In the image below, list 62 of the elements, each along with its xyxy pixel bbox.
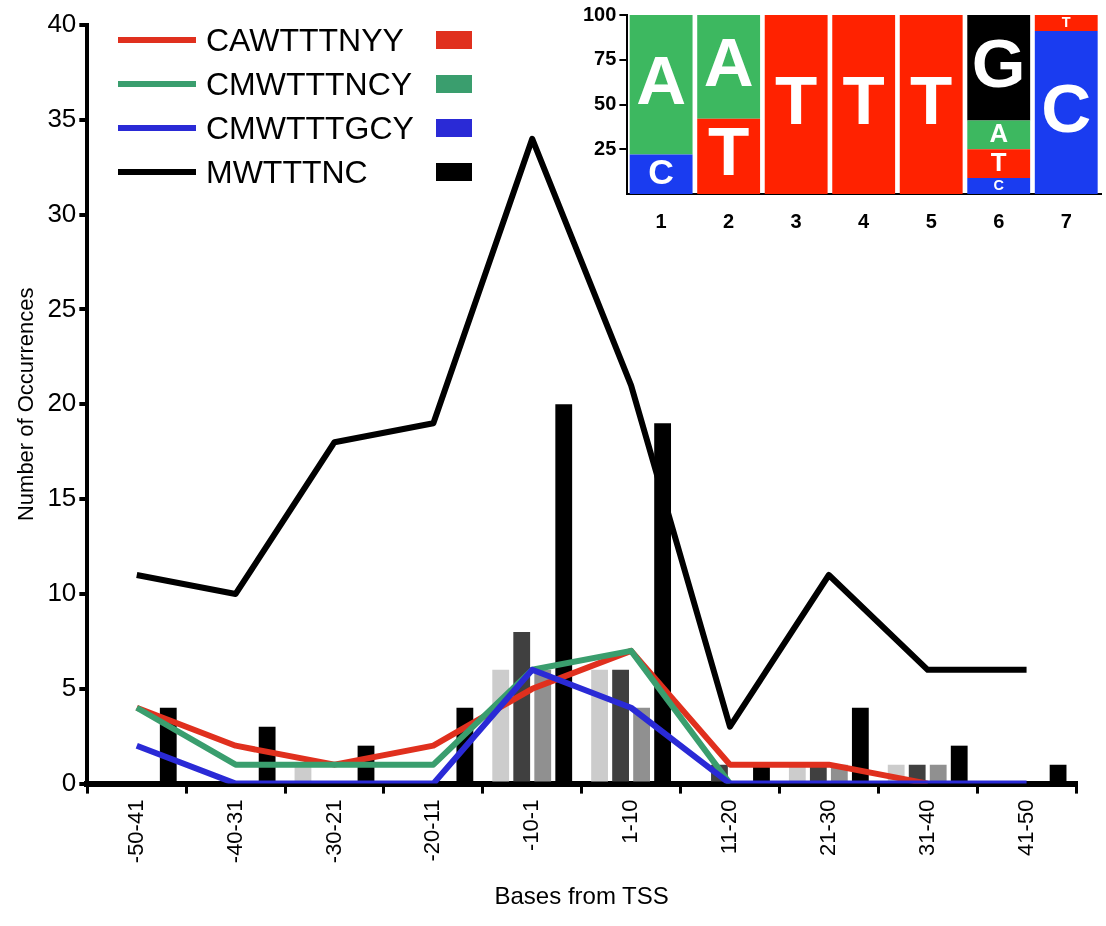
y-tick-label: 50 — [594, 92, 617, 115]
text: A — [636, 40, 687, 119]
series-label: C — [993, 176, 1005, 193]
y-tick-label: 40 — [47, 8, 77, 39]
text: T — [775, 60, 818, 139]
bar — [633, 707, 650, 782]
x-tick-label: 7 — [1060, 209, 1072, 232]
x-tick-label: 21-30 — [814, 799, 840, 856]
y-tick-label: 0 — [61, 766, 77, 797]
x-tick-label: 3 — [790, 209, 802, 232]
text: T — [990, 147, 1007, 176]
legend-label: CAWTTTNYY — [206, 21, 405, 59]
text: C — [648, 152, 674, 193]
series-label: T — [1061, 14, 1071, 31]
legend-label: CMWTTTNCY — [206, 65, 414, 103]
x-tick-label: -10-1 — [518, 799, 544, 851]
x-tick-label: 2 — [723, 209, 735, 232]
text: C — [1041, 68, 1092, 147]
legend-label: CMWTTTGCY — [206, 109, 415, 147]
y-tick-label: 10 — [47, 577, 77, 608]
bar — [764, 15, 828, 194]
x-tick-label: -40-31 — [221, 799, 247, 864]
y-tick-label: 75 — [594, 47, 617, 70]
bar — [1034, 15, 1098, 32]
y-tick-label: 35 — [47, 103, 77, 133]
bar — [612, 669, 629, 782]
x-tick-label: 11-20 — [716, 799, 742, 855]
bar — [967, 177, 1031, 194]
bar — [950, 745, 968, 782]
legend-label: MWTTTNC — [206, 153, 369, 191]
x-tick-label: -30-21 — [320, 799, 346, 864]
y-tick-label: 5 — [61, 671, 77, 702]
x-tick-label: -20-11 — [419, 799, 445, 862]
y-axis-title: Number of Occurrences — [13, 287, 39, 522]
x-tick-label: 5 — [925, 209, 937, 232]
x-tick-label: -50-41 — [122, 799, 148, 864]
series-label: A — [989, 119, 1009, 148]
bar — [899, 15, 963, 194]
bar — [591, 669, 608, 782]
bar — [929, 764, 947, 782]
y-tick-label: 100 — [582, 2, 617, 25]
x-tick-label: 4 — [858, 209, 871, 232]
x-axis-title: Bases from TSS — [494, 882, 669, 910]
x-tick-label: 31-40 — [913, 799, 939, 856]
y-tick-label: 25 — [594, 136, 617, 159]
text: T — [842, 60, 885, 139]
y-tick-label: 20 — [47, 387, 77, 418]
bar — [851, 707, 869, 782]
y-tick-label: 30 — [47, 197, 77, 228]
x-tick-label: 6 — [993, 209, 1005, 232]
text: T — [707, 114, 750, 190]
bar — [832, 15, 896, 194]
x-tick-label: 1 — [655, 209, 667, 232]
x-tick-label: 41-50 — [1012, 799, 1038, 856]
series-label: G — [971, 23, 1026, 102]
bar — [967, 149, 1031, 178]
x-tick-label: 1-10 — [617, 799, 643, 844]
y-tick-label: 25 — [47, 292, 77, 323]
bar — [1034, 31, 1098, 194]
y-tick-label: 15 — [47, 482, 77, 513]
text: T — [910, 60, 953, 139]
text: A — [703, 22, 754, 101]
